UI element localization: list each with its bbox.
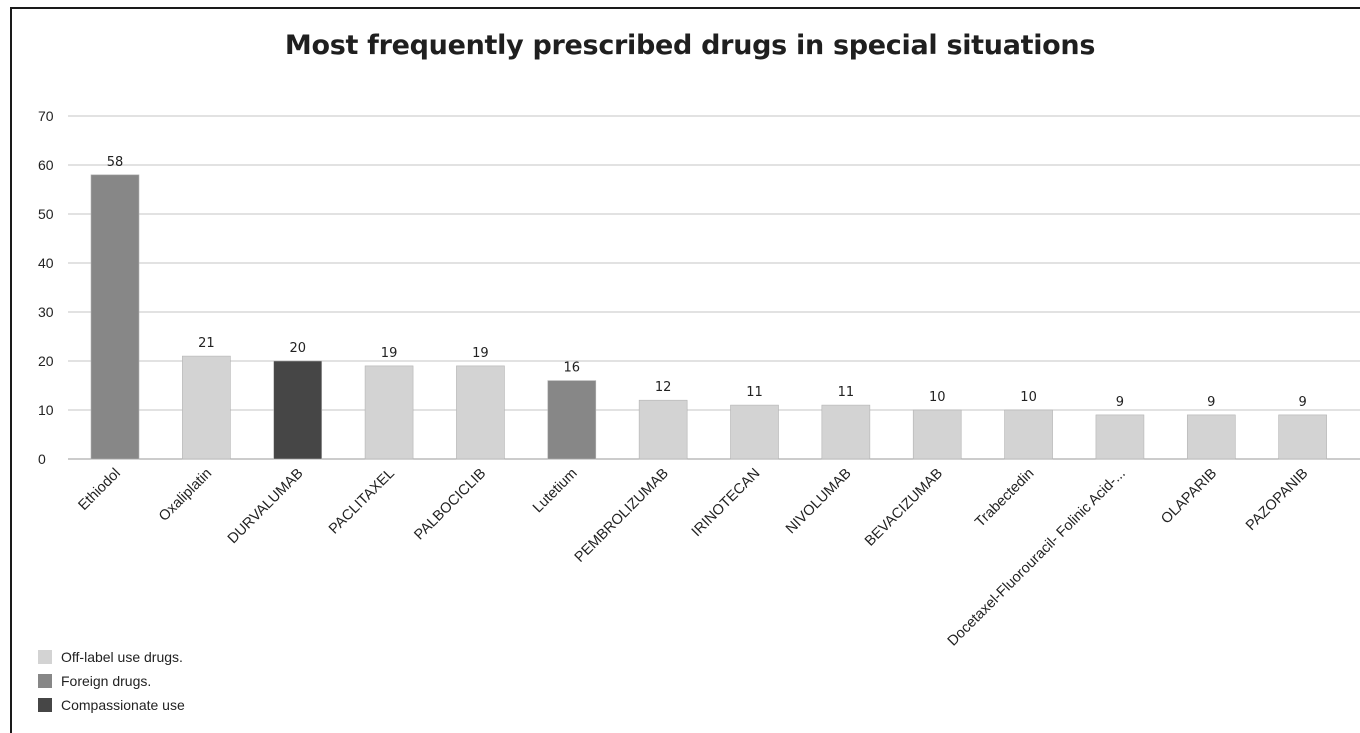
data-label: 21 bbox=[198, 336, 215, 351]
category-label: PAZOPANIB bbox=[1243, 466, 1311, 534]
category-label: Lutetium bbox=[530, 466, 581, 517]
legend-label-off-label: Off-label use drugs. bbox=[61, 649, 183, 665]
bar bbox=[456, 365, 505, 460]
data-label: 19 bbox=[472, 346, 489, 361]
legend-label-compassionate: Compassionate use bbox=[61, 697, 185, 713]
bar bbox=[547, 380, 597, 460]
data-label: 12 bbox=[655, 380, 672, 395]
y-tick-label: 30 bbox=[38, 304, 54, 320]
bar bbox=[1004, 409, 1053, 460]
y-tick-label: 0 bbox=[38, 451, 46, 467]
category-label: IRINOTECAN bbox=[689, 466, 764, 541]
bar bbox=[273, 360, 323, 460]
data-label: 9 bbox=[1299, 395, 1307, 410]
data-label: 9 bbox=[1207, 395, 1215, 410]
bar bbox=[90, 174, 140, 460]
category-label: Ethiodol bbox=[75, 466, 123, 514]
bar bbox=[364, 365, 414, 460]
category-label: Docetaxel-Fluorouracil- Folinic Acid-... bbox=[945, 466, 1129, 650]
category-label: Trabectedin bbox=[972, 466, 1037, 531]
bar bbox=[1186, 414, 1236, 460]
bar bbox=[821, 404, 871, 460]
data-label: 19 bbox=[381, 346, 398, 361]
data-label: 20 bbox=[289, 341, 306, 356]
legend-label-foreign: Foreign drugs. bbox=[61, 673, 152, 689]
y-tick-label: 20 bbox=[38, 353, 54, 369]
bar bbox=[730, 404, 779, 460]
category-label: OLAPARIB bbox=[1158, 466, 1220, 528]
legend-swatch-compassionate bbox=[38, 698, 52, 712]
bar bbox=[912, 409, 962, 460]
data-label: 16 bbox=[564, 361, 581, 376]
data-label: 9 bbox=[1116, 395, 1124, 410]
y-tick-label: 10 bbox=[38, 402, 54, 418]
y-tick-label: 40 bbox=[38, 255, 54, 271]
chart-frame bbox=[10, 7, 1360, 733]
legend-item-compassionate: Compassionate use bbox=[38, 693, 185, 717]
category-label: PALBOCICLIB bbox=[411, 466, 489, 544]
data-label: 10 bbox=[1020, 390, 1037, 405]
bar bbox=[182, 355, 231, 460]
category-label: DURVALUMAB bbox=[225, 466, 307, 548]
data-label: 10 bbox=[929, 390, 946, 405]
bar bbox=[638, 399, 688, 460]
category-label: PEMBROLIZUMAB bbox=[572, 466, 672, 566]
legend-swatch-off-label bbox=[38, 650, 52, 664]
bar bbox=[1095, 414, 1145, 460]
category-label: Oxaliplatin bbox=[156, 466, 215, 525]
category-label: BEVACIZUMAB bbox=[862, 466, 946, 550]
y-tick-label: 60 bbox=[38, 157, 54, 173]
bar bbox=[1278, 414, 1327, 460]
data-label: 11 bbox=[746, 385, 763, 400]
y-tick-label: 50 bbox=[38, 206, 54, 222]
data-label: 11 bbox=[838, 385, 855, 400]
legend-item-foreign: Foreign drugs. bbox=[38, 669, 185, 693]
legend-swatch-foreign bbox=[38, 674, 52, 688]
data-label: 58 bbox=[107, 155, 124, 170]
legend: Off-label use drugs. Foreign drugs. Comp… bbox=[38, 645, 185, 717]
chart-title: Most frequently prescribed drugs in spec… bbox=[284, 30, 1096, 61]
y-tick-label: 70 bbox=[38, 108, 54, 124]
category-label: NIVOLUMAB bbox=[783, 466, 855, 538]
category-label: PACLITAXEL bbox=[326, 466, 398, 538]
legend-item-off-label: Off-label use drugs. bbox=[38, 645, 185, 669]
